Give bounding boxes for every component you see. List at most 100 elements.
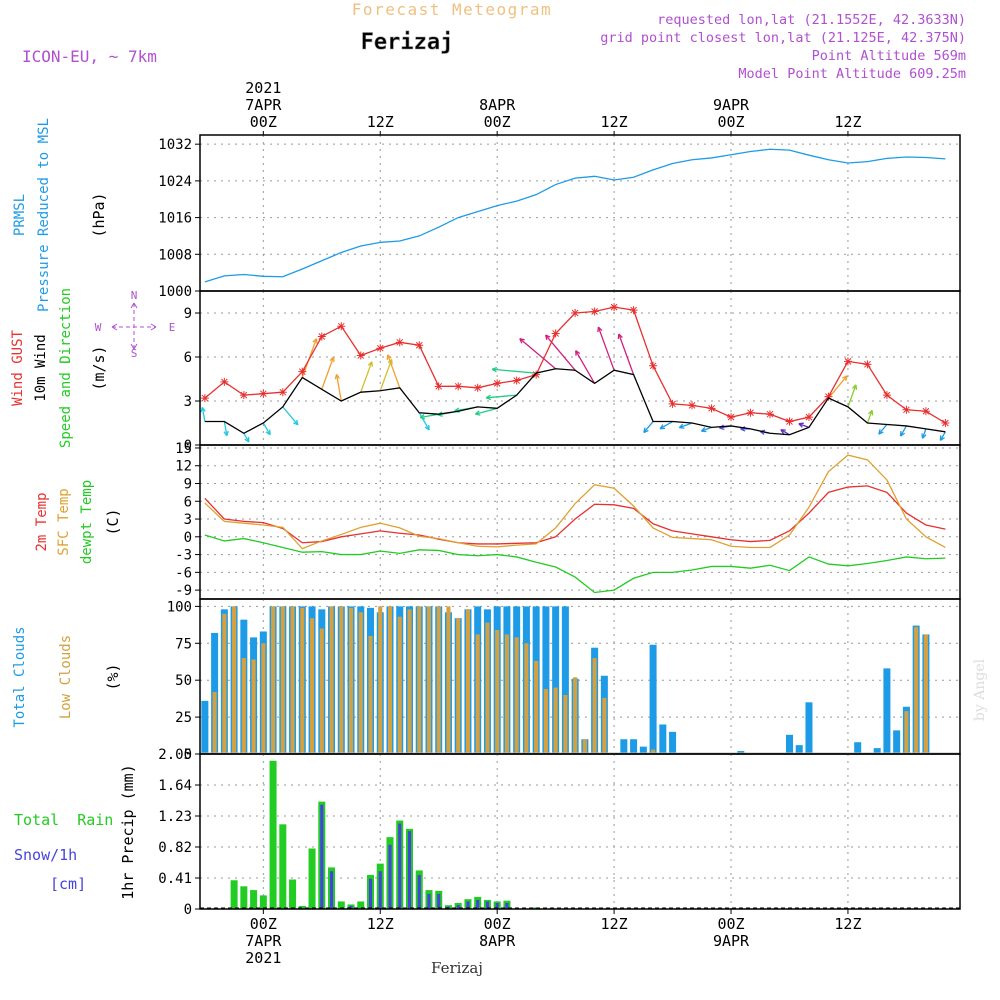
gust-marker [590, 307, 599, 316]
precipitation-frame [199, 753, 961, 910]
wind-arrow [700, 426, 712, 433]
rain-bar [250, 890, 258, 909]
temperature-y-ticks: -9 -6-3 0 3 69 12 15 [175, 441, 200, 599]
model-label: ICON-EU, ~ 7km [22, 47, 157, 66]
low-clouds-bar [485, 622, 490, 754]
snow-unit-label: [cm] [50, 875, 86, 893]
snow-bar [378, 871, 382, 909]
wind-gust-line [204, 306, 946, 424]
wind-arrow [282, 406, 299, 426]
low-clouds-bar [251, 659, 256, 754]
top-tick-label: 00Z [484, 113, 511, 131]
wind-unit-label: (m/s) [90, 345, 108, 390]
bottom-tick-label: 12Z [367, 915, 394, 933]
low-clouds-bar [319, 628, 324, 754]
y-tick-label: -9 [175, 583, 192, 599]
low-clouds-bar [368, 635, 373, 754]
low-clouds-bar [475, 634, 480, 754]
wind-arrow [921, 428, 927, 439]
compass-s: S [131, 347, 138, 360]
chart-title: Forecast Meteogram [352, 0, 552, 19]
total-clouds-bar [630, 739, 638, 754]
bottom-tick-label: 00Z [250, 915, 277, 933]
wind-arrow [243, 432, 250, 443]
top-tick-label: 12Z [367, 113, 394, 131]
low-clouds-bar [534, 661, 539, 754]
top-tick-label: 8APR [479, 96, 516, 114]
temperature-series [204, 454, 946, 594]
gust-marker [746, 408, 755, 417]
total-clouds-bar [552, 606, 560, 754]
wind-arrow [899, 425, 907, 437]
2m-temp-line [204, 485, 946, 545]
y-tick-label: 9 [184, 477, 192, 493]
gust-marker [317, 332, 326, 341]
clouds-unit-label: (%) [104, 663, 122, 690]
low-clouds-bar [465, 609, 470, 754]
low-clouds-bar [602, 697, 607, 754]
y-tick-label: 0 [184, 902, 192, 918]
low-clouds-bar [514, 637, 519, 754]
clouds-y-ticks: 0 25 50 75 100 [167, 599, 200, 763]
y-tick-label: -3 [175, 548, 192, 564]
y-tick-label: 0.82 [158, 840, 192, 856]
low-clouds-bar [348, 607, 354, 754]
rain-bar [240, 886, 248, 909]
y-tick-label: 0.41 [158, 871, 192, 887]
gust-marker [668, 399, 677, 408]
dewpt-label: dewpt Temp [79, 480, 95, 564]
gust-marker [707, 404, 716, 413]
wind-gust-label: Wind GUST [10, 330, 26, 406]
total-clouds-bar [873, 748, 881, 754]
snow-bar [505, 902, 509, 909]
y-tick-label: 100 [167, 599, 192, 615]
pressure-unit-label: (hPa) [90, 192, 108, 237]
gust-marker [512, 376, 521, 385]
compass-w: W [95, 321, 102, 334]
wind-10m-label: 10m Wind [33, 334, 49, 401]
low-clouds-bar [426, 606, 432, 754]
gust-marker [688, 401, 697, 410]
total-clouds-bar [669, 731, 677, 754]
wind-series [200, 303, 950, 443]
snow-bar [349, 905, 353, 909]
wind-arrow [200, 406, 206, 422]
y-tick-label: 1016 [158, 211, 192, 227]
gust-marker [824, 392, 833, 401]
low-clouds-bar [923, 634, 928, 754]
low-clouds-bar [553, 687, 558, 754]
gust-marker [629, 306, 638, 315]
prmsl-label: PRMSL [12, 194, 28, 236]
gust-marker [649, 361, 658, 370]
wind-arrow [827, 375, 848, 399]
wind-dir-label: Speed and Direction [58, 288, 74, 448]
wind-arrow [678, 422, 693, 429]
pressure-y-ticks: 1000 1008 1016 1024 1032 [158, 137, 200, 300]
gust-marker [220, 377, 229, 386]
temperature-panel: -9 -6-3 0 3 69 12 15 [175, 441, 961, 600]
low-clouds-bar [592, 658, 597, 754]
total-clouds-bar [883, 668, 891, 754]
gust-marker [298, 367, 307, 376]
low-clouds-bar [222, 613, 227, 754]
wind-arrow [386, 354, 401, 389]
gust-marker [610, 303, 619, 312]
total-clouds-bar [561, 606, 569, 754]
low-clouds-bar [339, 606, 344, 754]
snow-bar [398, 823, 402, 909]
total-clouds-bar [805, 702, 813, 754]
low-clouds-bar [212, 692, 217, 754]
point-altitude: Point Altitude 569m [812, 48, 966, 64]
wind-arrow [866, 409, 874, 424]
wind-arrow [798, 422, 810, 429]
top-tick-label: 7APR [245, 96, 282, 114]
gust-marker [415, 341, 424, 350]
low-clouds-bar [446, 606, 451, 754]
gust-marker [356, 351, 365, 360]
top-tick-label: 12Z [601, 113, 628, 131]
grid-point-coords: grid point closest lon,lat (21.125E, 42.… [600, 30, 966, 46]
low-clouds-bar [573, 677, 578, 754]
gust-marker [804, 413, 813, 422]
